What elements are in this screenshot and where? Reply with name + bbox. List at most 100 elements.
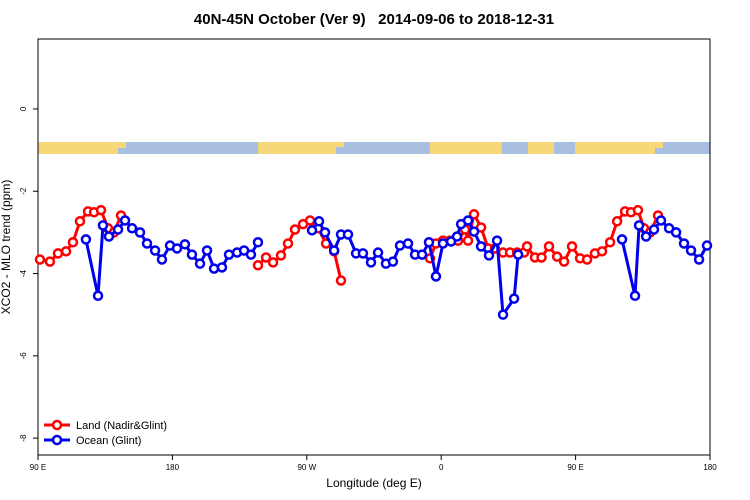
point (60, 246, 72, 257)
x-tick-label: 90 E (567, 463, 583, 472)
point (497, 309, 509, 320)
point (423, 237, 435, 248)
y-tick-label: -8 (19, 434, 28, 442)
point (372, 247, 384, 258)
point (543, 241, 555, 252)
point (156, 254, 168, 265)
y-tick-label: -6 (19, 352, 28, 360)
point (512, 249, 524, 260)
point (34, 254, 46, 265)
y-tick-label: -2 (19, 187, 28, 195)
point (216, 262, 228, 273)
point (394, 240, 406, 251)
point (304, 215, 316, 226)
x-tick-label: 90 E (30, 463, 46, 472)
point (640, 231, 652, 242)
chart-title: 40N-45N October (Ver 9) 2014-09-06 to 20… (194, 11, 554, 28)
point (536, 252, 547, 263)
y-tick-label: -4 (19, 269, 28, 277)
point (260, 252, 272, 263)
point (416, 249, 428, 260)
point (252, 237, 264, 248)
point (616, 234, 628, 245)
land-strip (258, 142, 336, 154)
point (67, 237, 79, 248)
land-strip (528, 142, 554, 154)
point (126, 223, 138, 234)
point (74, 216, 86, 227)
x-tick-label: 0 (439, 463, 444, 472)
point (701, 240, 713, 251)
point (468, 226, 480, 237)
point (80, 234, 92, 245)
land-strip (655, 142, 663, 148)
legend-marker (51, 419, 63, 431)
point (201, 245, 213, 256)
point (119, 215, 131, 226)
point (186, 249, 198, 260)
point (437, 238, 449, 249)
legend-marker (51, 434, 63, 446)
x-tick-label: 90 W (297, 463, 316, 472)
point (149, 245, 161, 256)
y-tick-label: 0 (19, 106, 28, 111)
point (475, 241, 487, 252)
point (632, 204, 644, 216)
point (194, 258, 206, 269)
point (402, 238, 414, 249)
point (97, 220, 109, 231)
point (357, 248, 369, 259)
point (551, 251, 563, 262)
series-line (39, 208, 660, 281)
point (275, 250, 287, 261)
point (282, 238, 294, 249)
point (92, 290, 104, 302)
point (319, 227, 331, 238)
point (267, 257, 279, 268)
point (179, 239, 191, 250)
point (678, 238, 690, 249)
point (289, 224, 301, 235)
point (596, 246, 608, 257)
point (44, 256, 56, 267)
point (558, 256, 570, 267)
point (508, 293, 520, 304)
point (604, 237, 616, 248)
land-strip (38, 142, 118, 154)
y-axis-label: XCO2 - MLO trend (ppm) (0, 180, 13, 315)
point (670, 227, 682, 238)
point (335, 275, 347, 286)
point (430, 271, 442, 282)
point (141, 238, 153, 249)
point (462, 235, 474, 246)
point (134, 227, 146, 238)
point (252, 260, 264, 271)
point (95, 204, 107, 216)
point (208, 263, 220, 274)
point (581, 254, 593, 265)
point (693, 254, 705, 265)
point (483, 250, 495, 261)
land-strip (118, 142, 126, 148)
x-tick-label: 180 (166, 463, 180, 472)
point (648, 224, 660, 235)
x-axis-label: Longitude (deg E) (326, 476, 421, 490)
legend-label: Ocean (Glint) (76, 435, 141, 447)
land-strip (575, 142, 655, 154)
point (103, 231, 115, 242)
point (313, 216, 325, 227)
point (629, 290, 641, 302)
point (306, 225, 318, 236)
point (245, 249, 257, 260)
point (387, 256, 399, 267)
legend-label: Land (Nadir&Glint) (76, 420, 167, 432)
land-strip (430, 142, 502, 154)
point (521, 241, 533, 252)
point (491, 235, 503, 246)
land-ocean-strip (38, 142, 710, 154)
point (112, 224, 124, 235)
x-tick-label: 180 (703, 463, 717, 472)
point (328, 245, 340, 256)
